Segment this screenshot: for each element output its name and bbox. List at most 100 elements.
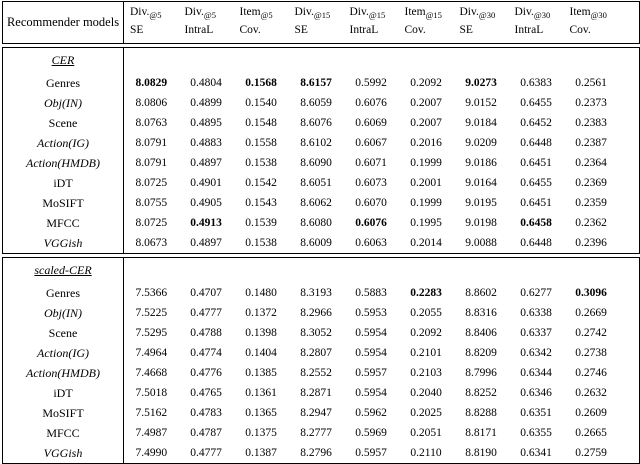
value-cell: 0.6063 xyxy=(355,237,387,249)
value-cell: 8.0791 xyxy=(123,153,179,173)
value-cell: 8.8316 xyxy=(465,307,497,319)
value-cell: 0.5954 xyxy=(355,327,387,339)
row-filler xyxy=(619,193,640,213)
col-header-measure: SE xyxy=(294,24,308,36)
value-cell: 0.4777 xyxy=(190,307,222,319)
value-cell: 0.5969 xyxy=(355,427,387,439)
value-cell: 0.5954 xyxy=(355,387,387,399)
value-cell: 8.3052 xyxy=(300,327,332,339)
value-cell: 0.4777 xyxy=(190,447,222,459)
section-title-row: CER xyxy=(3,47,640,73)
row-label-vggish: VGGish xyxy=(43,235,83,250)
col-header-measure: Cov. xyxy=(569,24,591,36)
value-cell: 8.2807 xyxy=(300,347,332,359)
value-cell: 8.0763 xyxy=(123,113,179,133)
row-filler xyxy=(619,93,640,113)
value-cell: 0.1999 xyxy=(410,197,442,209)
row-filler xyxy=(619,443,640,464)
value-cell: 8.2966 xyxy=(300,307,332,319)
row-label-scene: Scene xyxy=(48,325,78,340)
col-header-measure: IntraL xyxy=(514,24,544,36)
row-label-idt: iDT xyxy=(53,175,73,190)
col-header-cutoff: @5 xyxy=(260,10,273,20)
table-row: VGGish 7.4990 0.4777 0.1387 8.2796 0.5957 0.21… xyxy=(3,443,640,464)
col-header-cutoff: @30 xyxy=(533,10,551,20)
value-cell: 0.5954 xyxy=(355,347,387,359)
value-cell: 0.1999 xyxy=(410,157,442,169)
value-cell: 0.6337 xyxy=(520,327,552,339)
value-cell: 0.2373 xyxy=(575,97,607,109)
table-row: Action(IG) 8.0791 0.4883 0.1558 8.6102 0.6067… xyxy=(3,133,640,153)
col-header-item-30-cov: Item@30 Cov. xyxy=(564,2,619,44)
value-cell: 0.2051 xyxy=(410,427,442,439)
row-label-mosift: MoSIFT xyxy=(42,195,84,210)
value-cell: 8.0725 xyxy=(123,173,179,193)
value-cell: 0.4783 xyxy=(190,407,222,419)
col-header-cutoff: @15 xyxy=(368,10,386,20)
col-header-item-15-cov: Item@15 Cov. xyxy=(399,2,454,44)
table-row: Scene 7.5295 0.4788 0.1398 8.3052 0.5954 0.209… xyxy=(3,323,640,343)
value-cell: 7.5225 xyxy=(123,303,179,323)
table-row: iDT 7.5018 0.4765 0.1361 8.2871 0.5954 0.2040 8… xyxy=(3,383,640,403)
value-cell: 8.3193 xyxy=(300,287,332,299)
value-cell: 8.7996 xyxy=(465,367,497,379)
row-label-mosift: MoSIFT xyxy=(42,405,84,420)
value-cell: 0.6448 xyxy=(520,137,552,149)
table-row: Genres 8.0829 0.4804 0.1568 8.6157 0.5992 0.20… xyxy=(3,73,640,93)
value-cell: 0.2103 xyxy=(410,367,442,379)
col-header-measure: SE xyxy=(130,24,144,36)
value-cell: 0.2359 xyxy=(575,197,607,209)
col-header-div-15-se: Div.@15 SE xyxy=(289,2,344,44)
value-cell: 0.4787 xyxy=(190,427,222,439)
value-cell: 0.4804 xyxy=(190,77,222,89)
row-label-action-hmdb: Action(HMDB) xyxy=(26,155,100,170)
row-label-genres: Genres xyxy=(46,285,80,300)
col-header-metric: Div.@5 xyxy=(130,6,162,20)
row-label-mfcc: MFCC xyxy=(46,215,80,230)
row-label-obj-in: Obj(IN) xyxy=(44,305,82,320)
value-cell: 0.1548 xyxy=(245,117,277,129)
value-cell: 7.4668 xyxy=(123,363,179,383)
col-header-metric: Item@15 xyxy=(404,6,442,20)
col-header-metric: Item@5 xyxy=(239,6,273,20)
value-cell: 9.0198 xyxy=(465,217,497,229)
value-cell: 9.0088 xyxy=(465,237,497,249)
value-cell: 0.5957 xyxy=(355,367,387,379)
row-filler xyxy=(619,73,640,93)
value-cell: 0.2387 xyxy=(575,137,607,149)
value-cell: 0.2609 xyxy=(575,407,607,419)
value-cell: 0.2014 xyxy=(410,237,442,249)
table-row: Obj(IN) 8.0806 0.4899 0.1540 8.6059 0.6076 0.2… xyxy=(3,93,640,113)
value-cell: 8.2552 xyxy=(300,367,332,379)
value-cell: 0.1375 xyxy=(245,427,277,439)
value-cell: 0.2759 xyxy=(575,447,607,459)
row-filler xyxy=(619,173,640,193)
row-filler xyxy=(619,323,640,343)
table-row: iDT 8.0725 0.4901 0.1542 8.6051 0.6073 0.2001 9… xyxy=(3,173,640,193)
row-label-obj-in: Obj(IN) xyxy=(44,95,82,110)
section-title-row: scaled-CER xyxy=(3,257,640,283)
value-cell: 0.2110 xyxy=(410,447,442,459)
value-cell: 8.8288 xyxy=(465,407,497,419)
col-header-cutoff: @15 xyxy=(425,10,442,20)
section-title-scaled-cer: scaled-CER xyxy=(34,263,92,277)
value-cell: 8.6157 xyxy=(300,77,332,89)
value-cell: 0.5953 xyxy=(355,307,387,319)
value-cell: 0.1387 xyxy=(245,447,277,459)
value-cell: 8.6102 xyxy=(300,137,332,149)
section-title-spacer xyxy=(122,257,640,283)
value-cell: 0.1538 xyxy=(245,157,277,169)
value-cell: 0.6341 xyxy=(520,447,552,459)
value-cell: 0.2092 xyxy=(410,77,442,89)
value-cell: 0.2055 xyxy=(410,307,442,319)
value-cell: 0.6458 xyxy=(520,217,552,229)
col-header-metric: Div.@5 xyxy=(184,6,216,20)
value-cell: 0.2025 xyxy=(410,407,442,419)
value-cell: 0.1539 xyxy=(245,217,277,229)
row-filler xyxy=(619,283,640,303)
value-cell: 0.2362 xyxy=(575,217,607,229)
value-cell: 0.6355 xyxy=(520,427,552,439)
value-cell: 8.6090 xyxy=(300,157,332,169)
value-cell: 0.5883 xyxy=(355,287,387,299)
value-cell: 9.0273 xyxy=(465,77,497,89)
